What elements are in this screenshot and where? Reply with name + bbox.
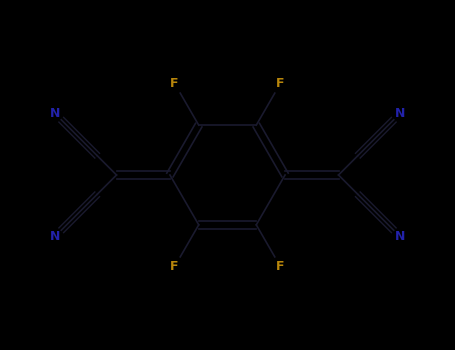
Text: F: F — [170, 260, 179, 273]
Text: F: F — [170, 77, 179, 90]
Text: N: N — [395, 107, 405, 120]
Text: F: F — [276, 260, 285, 273]
Text: F: F — [276, 77, 285, 90]
Text: N: N — [50, 107, 60, 120]
Text: N: N — [395, 230, 405, 243]
Text: N: N — [50, 230, 60, 243]
